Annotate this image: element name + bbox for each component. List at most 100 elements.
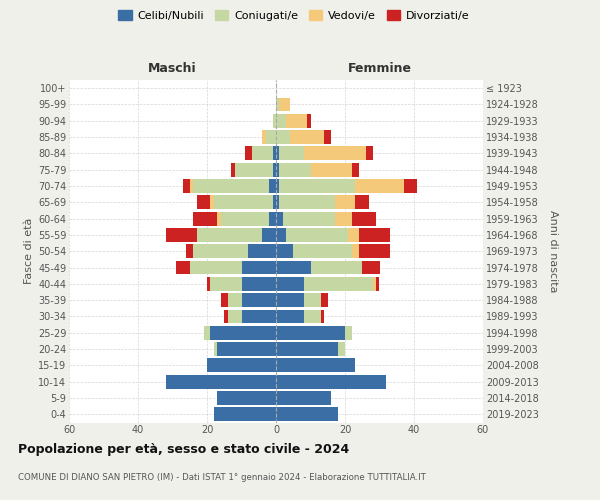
Bar	[321, 310, 325, 324]
Bar	[359, 244, 390, 258]
Bar	[193, 244, 248, 258]
Bar	[176, 260, 190, 274]
Bar	[190, 179, 193, 193]
Bar	[276, 146, 280, 160]
Bar	[345, 326, 352, 340]
Bar	[404, 179, 418, 193]
Bar	[352, 244, 359, 258]
Bar	[276, 130, 290, 144]
Bar	[166, 375, 276, 388]
Text: COMUNE DI DIANO SAN PIETRO (IM) - Dati ISTAT 1° gennaio 2024 - Elaborazione TUTT: COMUNE DI DIANO SAN PIETRO (IM) - Dati I…	[18, 472, 426, 482]
Bar	[214, 342, 217, 356]
Bar	[228, 293, 241, 307]
Bar	[276, 310, 304, 324]
Bar	[190, 260, 241, 274]
Bar	[280, 98, 290, 112]
Bar	[276, 326, 345, 340]
Bar	[321, 293, 328, 307]
Bar	[217, 342, 276, 356]
Bar	[276, 163, 280, 176]
Bar	[207, 277, 211, 291]
Bar	[221, 212, 269, 226]
Bar	[307, 114, 311, 128]
Bar	[276, 375, 386, 388]
Bar	[276, 228, 286, 242]
Bar	[355, 196, 369, 209]
Bar	[248, 244, 276, 258]
Bar	[335, 196, 355, 209]
Bar	[231, 163, 235, 176]
Bar	[211, 326, 276, 340]
Bar	[166, 228, 197, 242]
Bar	[280, 196, 335, 209]
Bar	[276, 212, 283, 226]
Bar	[276, 408, 338, 422]
Bar	[221, 293, 228, 307]
Bar	[290, 130, 325, 144]
Bar	[272, 146, 276, 160]
Bar	[197, 228, 262, 242]
Bar	[197, 196, 211, 209]
Bar	[193, 179, 269, 193]
Bar	[224, 310, 228, 324]
Bar	[366, 146, 373, 160]
Text: Maschi: Maschi	[148, 62, 197, 75]
Bar	[276, 391, 331, 405]
Bar	[276, 98, 280, 112]
Bar	[241, 277, 276, 291]
Bar	[276, 196, 280, 209]
Bar	[252, 146, 272, 160]
Bar	[373, 277, 376, 291]
Bar	[335, 212, 352, 226]
Bar	[338, 342, 345, 356]
Bar	[266, 130, 276, 144]
Bar	[262, 228, 276, 242]
Bar	[280, 146, 304, 160]
Bar	[311, 260, 362, 274]
Bar	[269, 179, 276, 193]
Bar	[272, 196, 276, 209]
Bar	[203, 326, 211, 340]
Bar	[207, 358, 276, 372]
Bar	[276, 260, 311, 274]
Bar	[276, 179, 280, 193]
Bar	[276, 342, 338, 356]
Bar	[280, 163, 311, 176]
Bar	[276, 114, 286, 128]
Bar	[325, 130, 331, 144]
Y-axis label: Fasce di età: Fasce di età	[23, 218, 34, 284]
Y-axis label: Anni di nascita: Anni di nascita	[548, 210, 558, 292]
Bar	[241, 310, 276, 324]
Bar	[283, 212, 335, 226]
Bar	[187, 244, 193, 258]
Bar	[235, 163, 272, 176]
Bar	[217, 391, 276, 405]
Text: Femmine: Femmine	[347, 62, 412, 75]
Bar	[304, 146, 366, 160]
Bar	[276, 277, 304, 291]
Bar	[217, 212, 221, 226]
Bar	[228, 310, 241, 324]
Bar	[311, 163, 352, 176]
Bar	[355, 179, 404, 193]
Bar	[304, 310, 321, 324]
Bar	[262, 130, 266, 144]
Bar	[276, 358, 355, 372]
Bar	[352, 163, 359, 176]
Bar	[214, 408, 276, 422]
Bar	[241, 260, 276, 274]
Bar	[293, 244, 352, 258]
Bar	[214, 196, 272, 209]
Bar	[272, 163, 276, 176]
Bar	[193, 212, 217, 226]
Bar	[211, 196, 214, 209]
Bar	[352, 212, 376, 226]
Bar	[245, 146, 252, 160]
Bar	[286, 114, 307, 128]
Bar	[211, 277, 241, 291]
Bar	[304, 293, 321, 307]
Bar	[376, 277, 379, 291]
Bar	[280, 179, 355, 193]
Bar	[349, 228, 359, 242]
Bar	[276, 244, 293, 258]
